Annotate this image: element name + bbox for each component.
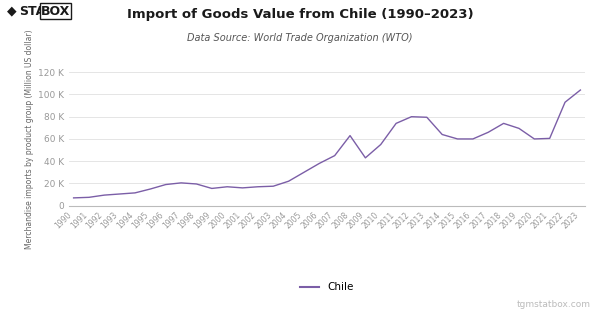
Text: Data Source: World Trade Organization (WTO): Data Source: World Trade Organization (W… xyxy=(187,33,413,43)
Text: ◆: ◆ xyxy=(7,5,17,18)
Text: BOX: BOX xyxy=(41,5,70,18)
Legend: Chile: Chile xyxy=(296,278,358,296)
Text: Import of Goods Value from Chile (1990–2023): Import of Goods Value from Chile (1990–2… xyxy=(127,8,473,21)
Y-axis label: Merchandise imports by product group (Million US dollar): Merchandise imports by product group (Mi… xyxy=(25,29,34,249)
Text: tgmstatbox.com: tgmstatbox.com xyxy=(517,300,591,309)
Text: STAT: STAT xyxy=(19,5,53,18)
